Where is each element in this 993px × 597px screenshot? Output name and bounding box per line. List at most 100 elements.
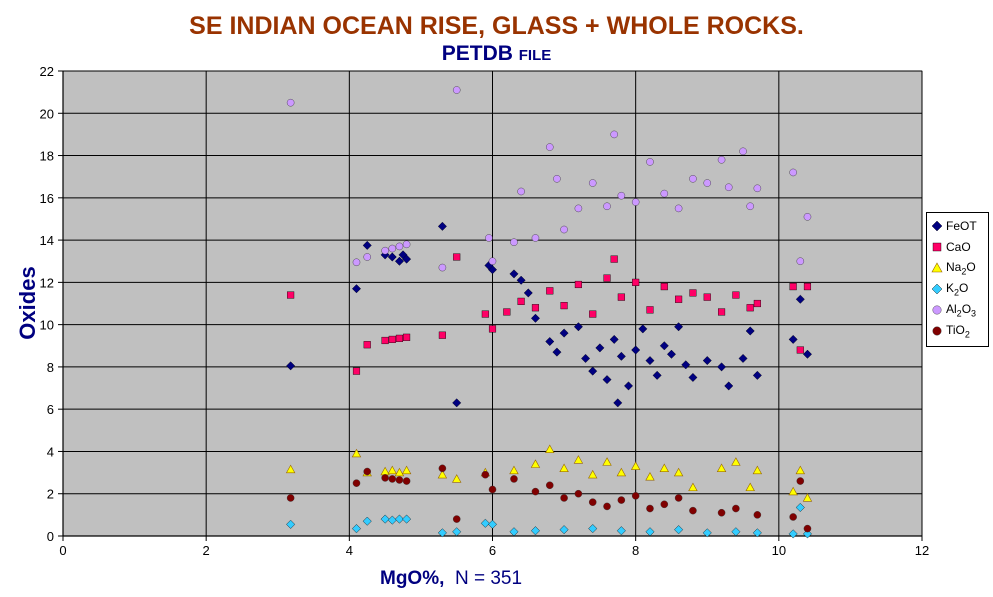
y-tick-label: 0 (47, 529, 54, 544)
data-point-feot (573, 322, 583, 332)
data-point-k2o (387, 515, 397, 525)
x-tick-label: 6 (489, 543, 496, 558)
data-point-al2o3 (560, 225, 568, 234)
data-point-k2o (788, 529, 798, 539)
data-point-cao (438, 331, 446, 339)
y-tick-label: 8 (47, 360, 54, 375)
y-tick-label: 10 (40, 318, 54, 333)
data-point-cao (796, 346, 804, 354)
data-point-na2o (387, 465, 397, 475)
legend-marker-shape (932, 242, 942, 252)
data-point-cao (287, 291, 295, 299)
data-point-feot (681, 360, 691, 370)
data-point-al2o3 (452, 86, 461, 94)
data-point-cao (689, 289, 697, 297)
data-point-feot (552, 347, 562, 357)
data-point-cao (574, 280, 582, 289)
data-point-feot (352, 284, 361, 294)
legend-label: K2O (946, 280, 969, 298)
data-point-k2o (380, 514, 390, 524)
data-point-feot (530, 313, 540, 323)
data-point-cao (481, 310, 489, 318)
data-point-feot (437, 221, 447, 231)
data-point-na2o (630, 461, 641, 470)
x-tick-label: 12 (915, 543, 929, 558)
data-point-al2o3 (739, 147, 747, 156)
legend-label: CaO (946, 240, 971, 254)
data-point-feot (581, 353, 591, 363)
data-point-tio2 (286, 494, 295, 502)
subtitle-small: FILE (518, 47, 552, 64)
data-point-tio2 (803, 524, 812, 533)
data-point-k2o (616, 526, 626, 536)
data-point-tio2 (381, 474, 389, 482)
data-point-tio2 (488, 485, 497, 494)
data-point-al2o3 (388, 244, 397, 253)
y-tick-label: 18 (40, 149, 54, 164)
data-point-cao (560, 302, 568, 310)
data-point-al2o3 (803, 213, 812, 221)
data-point-na2o (394, 467, 405, 477)
data-point-k2o (352, 524, 361, 534)
data-point-na2o (351, 448, 362, 458)
data-point-al2o3 (703, 179, 712, 187)
data-point-feot (402, 254, 412, 264)
chart-legend: FeOT CaO Na2O K2O Al2O3 TiO2 (926, 212, 989, 347)
data-point-k2o (702, 528, 712, 538)
data-point-tio2 (574, 489, 583, 498)
legend-label: Al2O3 (946, 301, 977, 319)
x-axis-label-n: N = 351 (454, 568, 523, 589)
data-point-tio2 (588, 498, 597, 506)
legend-item: K2O (931, 281, 968, 297)
data-point-feot (702, 356, 712, 366)
data-point-feot (616, 351, 626, 361)
data-point-na2o (530, 459, 541, 468)
data-point-feot (788, 334, 798, 344)
data-point-feot (738, 353, 748, 363)
data-point-na2o (731, 457, 741, 466)
plot-area: 0 2 4 6 8 10 12 0 2 4 6 8 10 12 14 16 18 20 22 (40, 64, 930, 558)
data-point-tio2 (352, 479, 361, 487)
data-point-al2o3 (517, 187, 525, 196)
legend-item: FeOT (931, 218, 977, 234)
data-point-k2o (674, 525, 684, 535)
data-point-na2o (752, 465, 763, 475)
data-point-k2o (480, 518, 490, 528)
data-point-tio2 (402, 477, 411, 485)
legend-marker-shape (931, 262, 943, 273)
data-point-al2o3 (674, 204, 683, 213)
data-point-k2o (530, 526, 540, 536)
data-point-al2o3 (488, 257, 497, 265)
data-point-tio2 (631, 492, 640, 500)
legend-marker-shape (931, 283, 943, 295)
data-point-feot (795, 294, 805, 304)
y-tick-label: 20 (40, 106, 54, 121)
data-point-k2o (509, 527, 519, 537)
data-point-na2o (437, 469, 448, 479)
data-point-tio2 (388, 475, 397, 483)
data-point-al2o3 (646, 158, 654, 166)
series-cao (287, 253, 812, 375)
data-point-cao (646, 306, 654, 314)
y-tick-label: 2 (47, 487, 54, 502)
data-point-feot (545, 337, 555, 347)
data-point-k2o (362, 516, 372, 526)
data-point-k2o (645, 527, 655, 537)
y-tick-label: 6 (47, 402, 54, 417)
legend-marker-shape (931, 220, 943, 232)
legend-marker (932, 305, 942, 315)
data-point-cao (746, 304, 754, 312)
data-point-cao (503, 308, 511, 316)
data-point-cao (395, 334, 404, 342)
data-point-feot (666, 349, 676, 359)
legend-marker (931, 220, 943, 232)
legend-item: CaO (931, 239, 971, 255)
data-point-cao (403, 333, 411, 341)
data-point-al2o3 (395, 242, 404, 251)
data-point-feot (688, 372, 698, 382)
data-point-cao (488, 325, 497, 333)
legend-item: Na2O (931, 260, 976, 276)
data-point-al2o3 (689, 175, 697, 183)
data-point-feot (674, 322, 684, 332)
